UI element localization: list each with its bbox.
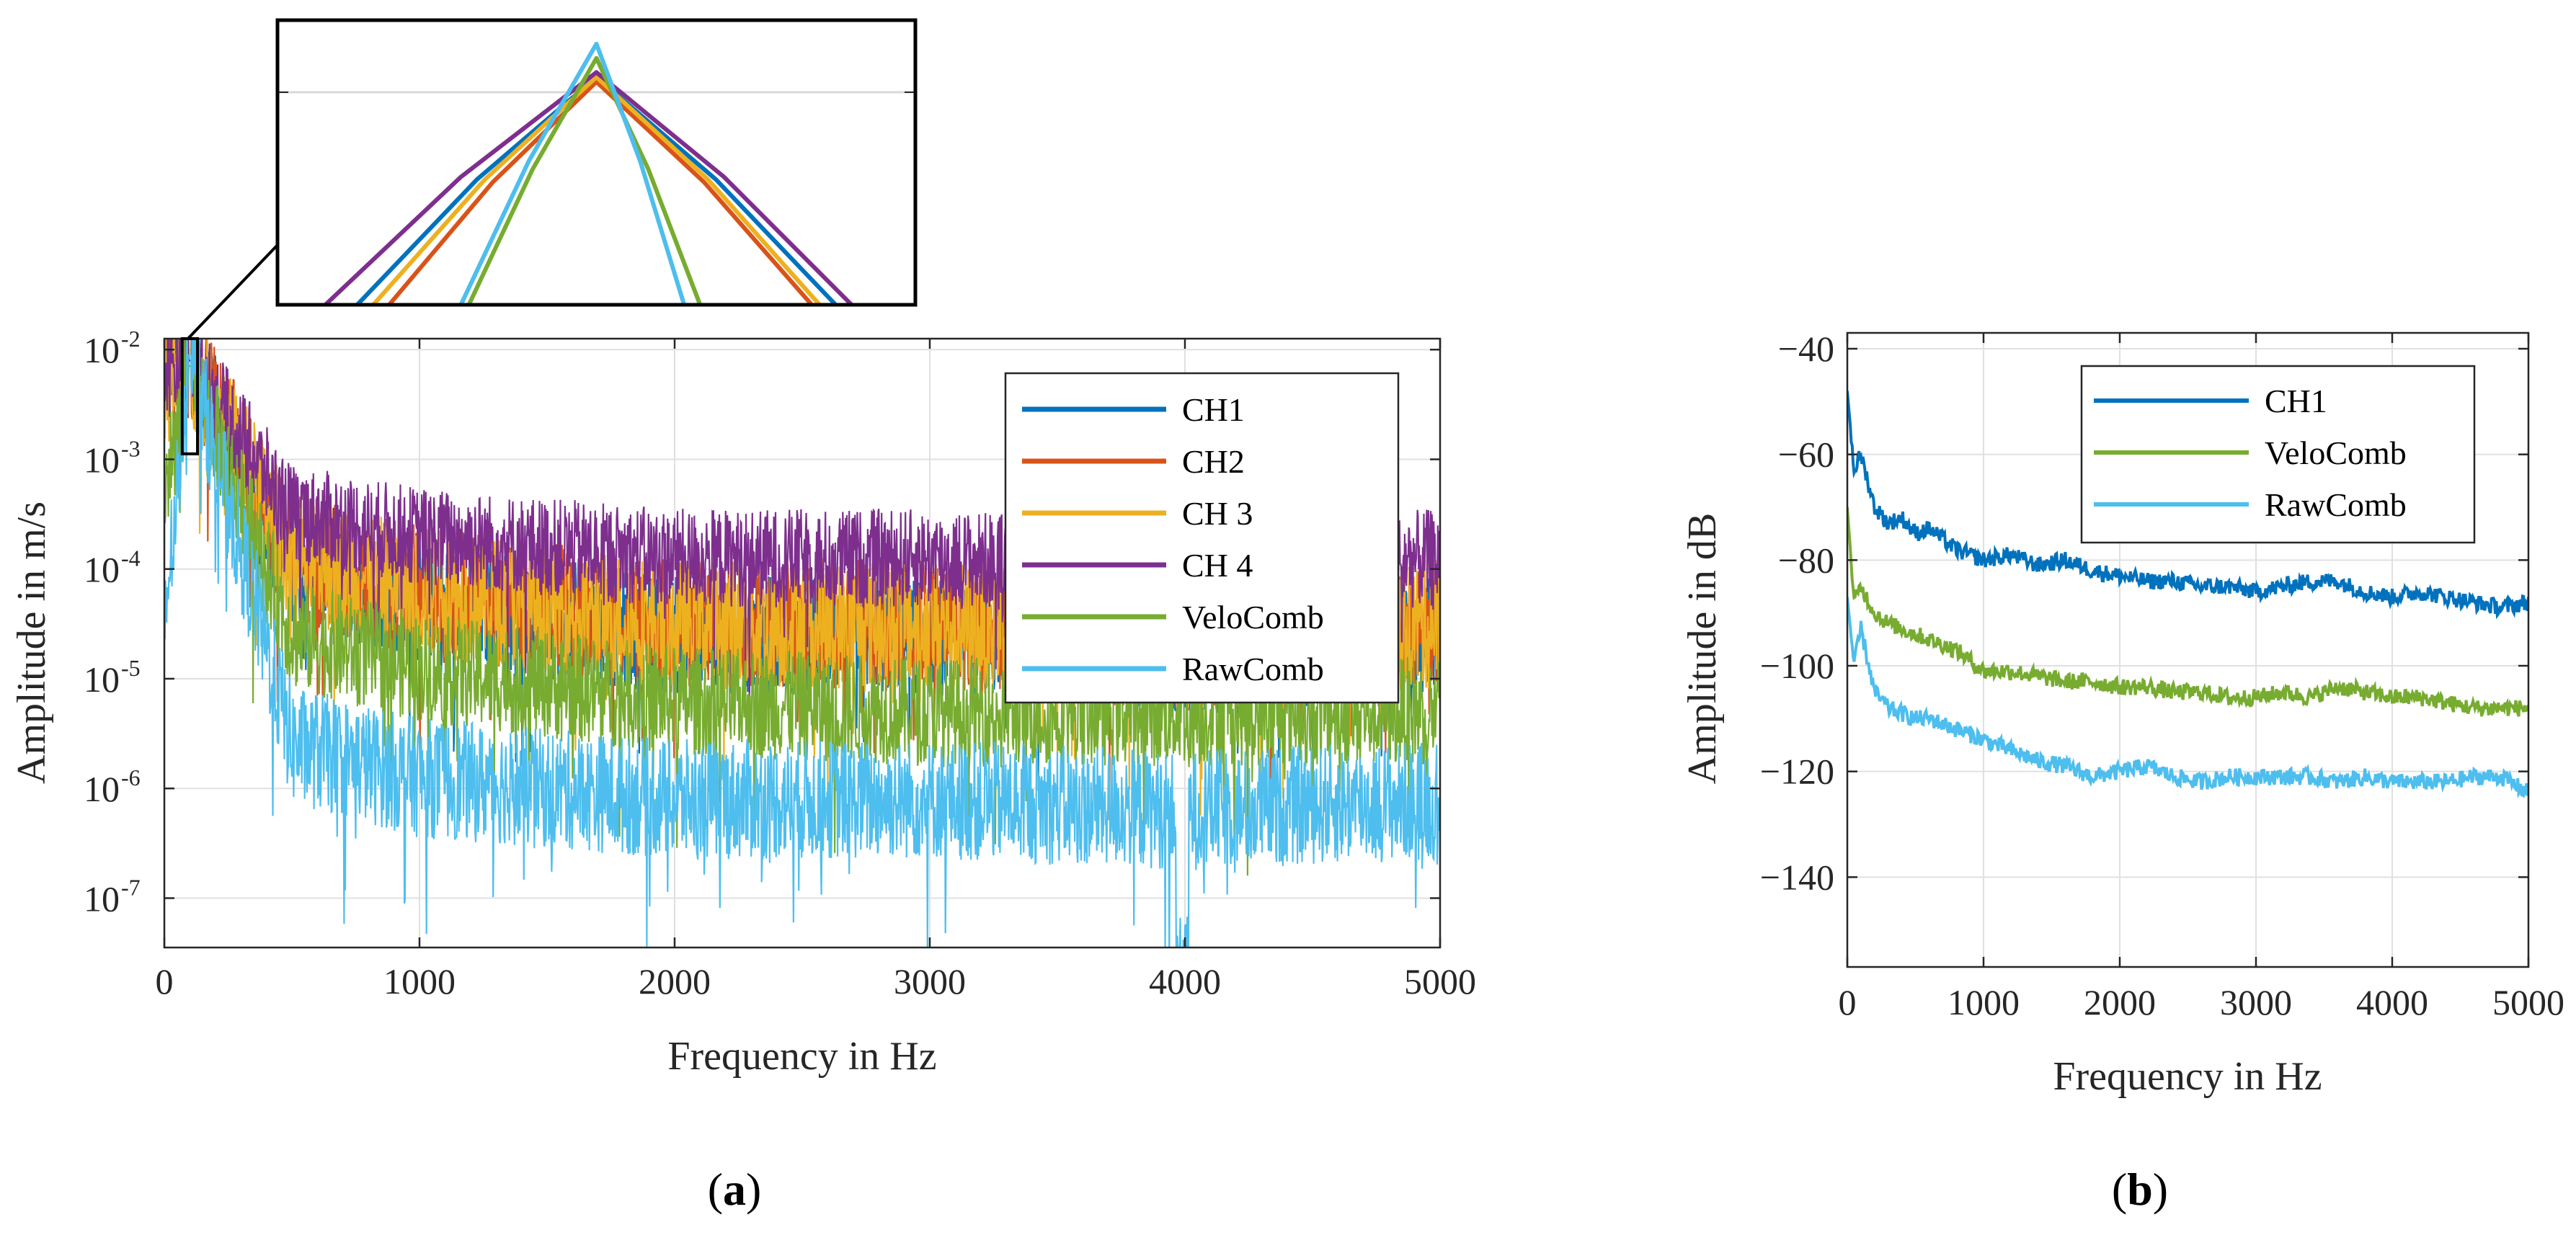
panel-b-y-axis-title: Amplitude in dB xyxy=(1680,513,1725,784)
panel-b-legend-label: VeloComb xyxy=(2265,434,2407,471)
panel-a-x-axis-title: Frequency in Hz xyxy=(667,1034,936,1079)
panel-a-y-tick-exponent: -4 xyxy=(121,545,141,571)
inset-series xyxy=(324,41,853,305)
panel-a-y-tick-label: 10 xyxy=(84,878,120,919)
panel-b-y-ticks: −140 −120 −100 −80 −60 −40 xyxy=(1760,329,2528,897)
panel-b-x-ticks: 0 1000 2000 3000 4000 5000 xyxy=(1839,333,2564,1022)
panel-b-y-tick-label: −100 xyxy=(1760,646,1834,686)
inset-series-ch2 xyxy=(387,79,814,305)
panel-a-legend-label: VeloComb xyxy=(1182,599,1324,636)
panel-a-y-tick-exponent: -3 xyxy=(121,435,141,461)
panel-a-y-tick-label: 10 xyxy=(84,440,120,480)
panel-a-y-tick-label: 10 xyxy=(84,550,120,590)
panel-a-y-axis-title: Amplitude in m/s xyxy=(9,501,54,784)
panel-b-x-tick-label: 2000 xyxy=(2084,982,2156,1022)
panel-a-legend-box xyxy=(1004,372,1400,704)
panel-a-x-ticks: 0 1000 2000 3000 4000 5000 xyxy=(156,339,1476,1002)
panel-a-x-tick-label: 5000 xyxy=(1404,961,1476,1002)
panel-a-legend-label: CH 3 xyxy=(1182,495,1253,532)
panel-a-zoom-connector xyxy=(187,244,279,340)
panel-a-x-tick-label: 4000 xyxy=(1149,961,1221,1002)
panel-b-x-tick-label: 1000 xyxy=(1947,982,2020,1022)
panel-b-legend-label: CH1 xyxy=(2265,383,2327,419)
panel-a-y-tick-label: 10 xyxy=(84,330,120,370)
panel-b-legend: CH1 VeloComb RawComb xyxy=(2080,365,2476,544)
panel-b-label: (b) xyxy=(2112,1164,2168,1215)
panel-a-series-rawcomb xyxy=(164,339,1440,948)
panel-b-series xyxy=(1847,391,2528,799)
panel-b: 0 1000 2000 3000 4000 5000 −140 −120 −100 −80 −60… xyxy=(1680,329,2564,1099)
panel-b-x-tick-label: 4000 xyxy=(2356,982,2428,1022)
panel-b-x-axis-title: Frequency in Hz xyxy=(2053,1054,2322,1099)
panel-a-label: (a) xyxy=(708,1164,762,1215)
panel-b-y-tick-label: −40 xyxy=(1778,329,1834,369)
panel-b-series-ch1 xyxy=(1847,391,2528,620)
panel-a-x-tick-label: 2000 xyxy=(639,961,711,1002)
panel-a-legend-label: CH 4 xyxy=(1182,547,1253,584)
panel-b-series-rawcomb xyxy=(1847,597,2528,799)
panel-a-y-tick-exponent: -7 xyxy=(121,874,141,900)
panel-a-legend: CH1 CH2 CH 3 CH 4 VeloComb RawComb xyxy=(1004,372,1400,704)
panel-a-x-tick-label: 0 xyxy=(156,961,174,1002)
panel-a-y-tick-exponent: -6 xyxy=(121,764,141,790)
panel-a-x-tick-label: 3000 xyxy=(894,961,966,1002)
panel-b-legend-label: RawComb xyxy=(2265,486,2407,523)
panel-a-y-tick-exponent: -5 xyxy=(121,655,141,681)
panel-a-legend-entries: CH1 CH2 CH 3 CH 4 VeloComb RawComb xyxy=(1022,391,1324,687)
panel-b-x-tick-label: 3000 xyxy=(2220,982,2292,1022)
panel-b-y-tick-label: −120 xyxy=(1760,752,1834,792)
panel-a-y-ticks: 10-710-610-510-410-310-2 xyxy=(84,326,1440,919)
panel-a-x-tick-label: 1000 xyxy=(383,961,456,1002)
panel-a-legend-label: RawComb xyxy=(1182,651,1324,687)
inset-series-ch3 xyxy=(371,75,822,305)
panel-a-y-tick-exponent: -2 xyxy=(121,326,141,352)
panel-a-legend-label: CH2 xyxy=(1182,443,1245,480)
panel-a-y-tick-label: 10 xyxy=(84,769,120,809)
inset-series-velocomb xyxy=(466,55,703,305)
inset-series-ch4 xyxy=(324,70,853,305)
panel-b-x-tick-label: 0 xyxy=(1839,982,1857,1022)
panel-b-y-tick-label: −80 xyxy=(1778,540,1834,580)
inset-plot-area xyxy=(277,20,915,305)
panel-b-x-tick-label: 5000 xyxy=(2492,982,2564,1022)
panel-b-legend-entries: CH1 VeloComb RawComb xyxy=(2094,383,2407,523)
panel-a-y-tick-label: 10 xyxy=(84,659,120,700)
panel-b-axes-box xyxy=(1846,331,2530,968)
panel-b-series-velocomb xyxy=(1847,507,2528,717)
panel-a-axes-box xyxy=(163,337,1442,949)
panel-a-inset xyxy=(275,18,918,307)
panel-b-y-tick-label: −60 xyxy=(1778,434,1834,475)
inset-series-rawcomb xyxy=(458,41,687,305)
panel-b-y-tick-label: −140 xyxy=(1760,857,1834,897)
panel-a: 0 1000 2000 3000 4000 5000 10-710-610-510-410… xyxy=(9,18,1476,1079)
panel-a-legend-label: CH1 xyxy=(1182,391,1245,428)
inset-border xyxy=(275,18,918,307)
